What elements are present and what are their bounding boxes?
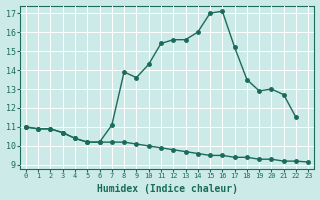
- X-axis label: Humidex (Indice chaleur): Humidex (Indice chaleur): [97, 184, 237, 194]
